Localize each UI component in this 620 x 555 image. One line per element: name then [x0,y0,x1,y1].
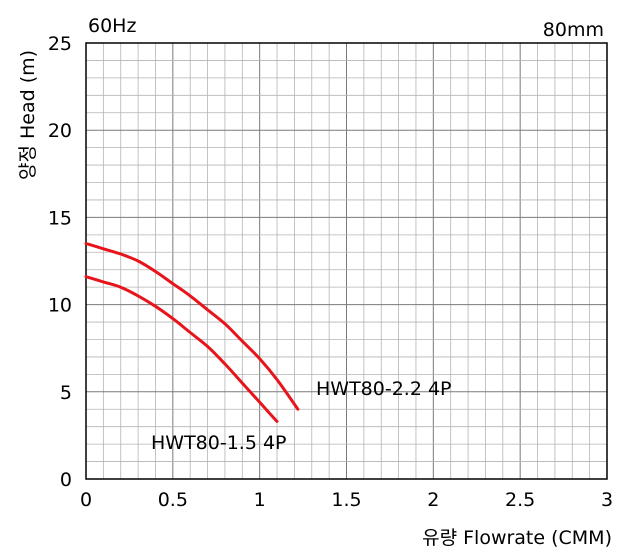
curves [84,242,300,423]
curve-hwt80-2-2 [84,242,300,411]
series-label-hwt80-1-5: HWT80-1.5 4P [151,432,287,454]
x-tick-label: 0 [80,489,92,511]
x-tick-labels: 0 0.5 1 1.5 2 2.5 3 [80,489,613,511]
y-tick-label: 15 [48,207,72,229]
series-label-hwt80-2-2: HWT80-2.2 4P [316,378,452,400]
x-tick-label: 1.5 [331,489,361,511]
curve-hwt80-1-5 [84,275,279,423]
y-tick-label: 25 [48,33,72,55]
y-tick-label: 5 [60,382,72,404]
x-tick-label: 0.5 [158,489,188,511]
y-axis-label: 양정 Head (m) [17,50,39,180]
grid [86,43,607,479]
y-tick-label: 0 [60,469,72,491]
plot-frame [85,42,608,480]
x-tick-label: 3 [601,489,613,511]
size-label: 80mm [543,19,604,41]
x-tick-label: 2 [427,489,439,511]
y-tick-label: 10 [48,295,72,317]
x-tick-label: 2.5 [505,489,535,511]
x-axis-label: 유량 Flowrate (CMM) [422,527,612,549]
y-tick-label: 20 [48,120,72,142]
frequency-label: 60Hz [88,15,136,37]
x-tick-label: 1 [254,489,266,511]
y-tick-labels: 0 5 10 15 20 25 [48,33,72,491]
